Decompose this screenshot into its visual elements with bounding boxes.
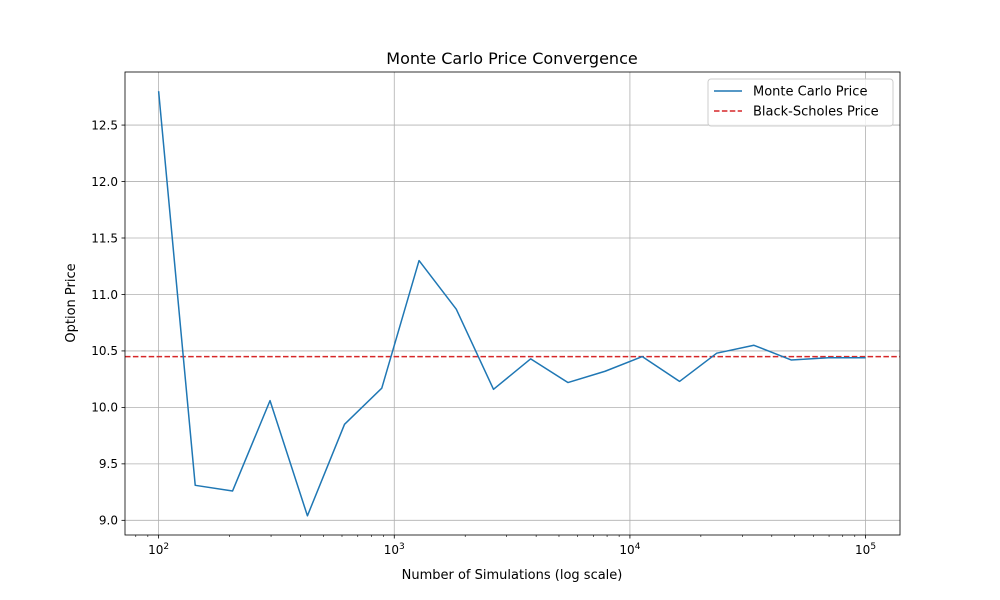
chart-title: Monte Carlo Price Convergence [386,49,637,68]
x-axis-ticks: 102 103 104 105 [135,535,876,557]
y-axis-ticks: 9.0 9.5 10.0 10.5 11.0 11.5 12.0 12.5 [91,118,125,528]
x-tick-exponent: 2 [163,542,169,552]
x-tick-exponent: 5 [870,542,876,552]
legend: Monte Carlo Price Black-Scholes Price [707,78,894,127]
monte-carlo-line [157,91,866,517]
y-tick-label: 10.5 [91,344,118,358]
y-tick-label: 11.5 [91,231,118,245]
y-tick-label: 9.0 [99,514,118,528]
legend-box [707,78,894,127]
x-tick-label: 103 [384,542,405,557]
x-tick-exponent: 4 [635,542,641,552]
x-tick-base: 10 [148,543,163,557]
series-layer [157,91,866,517]
y-tick-label: 10.0 [91,401,118,415]
y-tick-label: 12.0 [91,175,118,189]
x-axis-label: Number of Simulations (log scale) [402,568,623,583]
x-tick-label: 104 [619,542,640,557]
legend-label-black-scholes: Black-Scholes Price [753,105,879,120]
plot-frame [124,71,901,536]
y-tick-label: 11.0 [91,288,118,302]
x-tick-exponent: 3 [399,542,405,552]
x-tick-label: 102 [148,542,169,557]
grid [125,72,900,535]
legend-label-monte-carlo: Monte Carlo Price [753,85,867,100]
x-tick-base: 10 [619,543,634,557]
y-tick-label: 12.5 [91,118,118,132]
y-axis-label: Option Price [64,263,79,342]
plot-area [125,72,900,535]
y-tick-label: 9.5 [99,457,118,471]
x-tick-base: 10 [384,543,399,557]
x-tick-label: 105 [855,542,876,557]
x-tick-base: 10 [855,543,870,557]
